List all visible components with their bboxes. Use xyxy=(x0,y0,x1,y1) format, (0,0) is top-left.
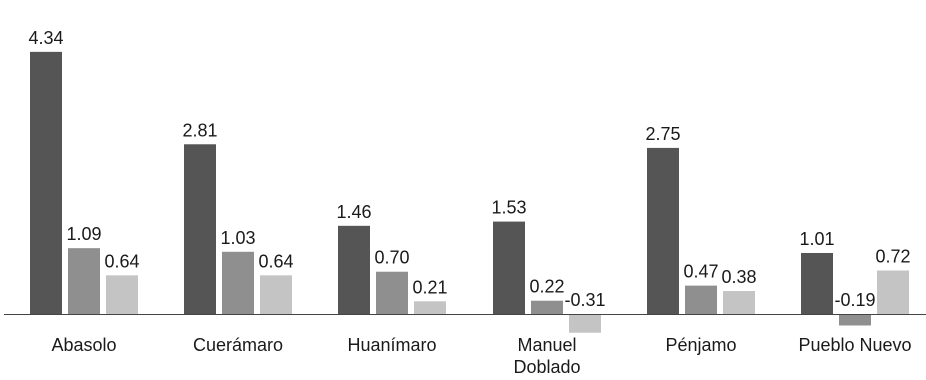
value-label-2-3: 0.64 xyxy=(258,251,293,271)
value-label-3-1: 1.46 xyxy=(336,202,371,222)
bar-5-3 xyxy=(723,291,755,314)
value-label-6-3: 0.72 xyxy=(875,247,910,267)
category-label-2: Cuerámaro xyxy=(193,335,283,355)
value-label-4-2: 0.22 xyxy=(529,277,564,297)
value-label-1-1: 4.34 xyxy=(28,28,63,48)
category-label-4-line-2: Doblado xyxy=(513,357,580,377)
bar-6-3 xyxy=(877,270,909,314)
bar-2-2 xyxy=(222,251,254,314)
category-label-5: Pénjamo xyxy=(665,335,736,355)
bar-1-1 xyxy=(30,51,62,314)
value-label-1-3: 0.64 xyxy=(104,251,139,271)
bar-4-3 xyxy=(569,314,601,333)
bars-layer xyxy=(30,51,909,333)
category-label-1: Abasolo xyxy=(51,335,116,355)
bar-4-2 xyxy=(531,300,563,314)
bar-1-3 xyxy=(106,275,138,314)
bar-3-3 xyxy=(414,301,446,314)
bar-4-1 xyxy=(493,221,525,314)
value-labels-layer: 4.341.090.642.811.030.641.460.700.211.53… xyxy=(28,28,910,310)
bar-6-1 xyxy=(801,252,833,314)
bar-5-2 xyxy=(685,285,717,314)
value-label-2-1: 2.81 xyxy=(182,120,217,140)
bar-3-2 xyxy=(376,271,408,314)
value-label-4-3: -0.31 xyxy=(564,290,605,310)
value-label-5-1: 2.75 xyxy=(645,124,680,144)
category-label-4-line-1: Manuel xyxy=(517,335,576,355)
value-label-1-2: 1.09 xyxy=(66,224,101,244)
bar-3-1 xyxy=(338,225,370,314)
category-label-6: Pueblo Nuevo xyxy=(798,335,911,355)
bar-5-1 xyxy=(647,147,679,314)
value-label-5-2: 0.47 xyxy=(683,262,718,282)
value-label-6-2: -0.19 xyxy=(834,290,875,310)
value-label-3-2: 0.70 xyxy=(374,248,409,268)
value-label-5-3: 0.38 xyxy=(721,267,756,287)
value-label-2-2: 1.03 xyxy=(220,228,255,248)
value-label-6-1: 1.01 xyxy=(799,229,834,249)
bar-1-2 xyxy=(68,248,100,314)
bar-2-1 xyxy=(184,144,216,314)
bar-2-3 xyxy=(260,275,292,314)
bar-6-2 xyxy=(839,314,871,326)
value-label-3-3: 0.21 xyxy=(412,277,447,297)
category-label-3: Huanímaro xyxy=(347,335,436,355)
value-label-4-1: 1.53 xyxy=(491,198,526,218)
